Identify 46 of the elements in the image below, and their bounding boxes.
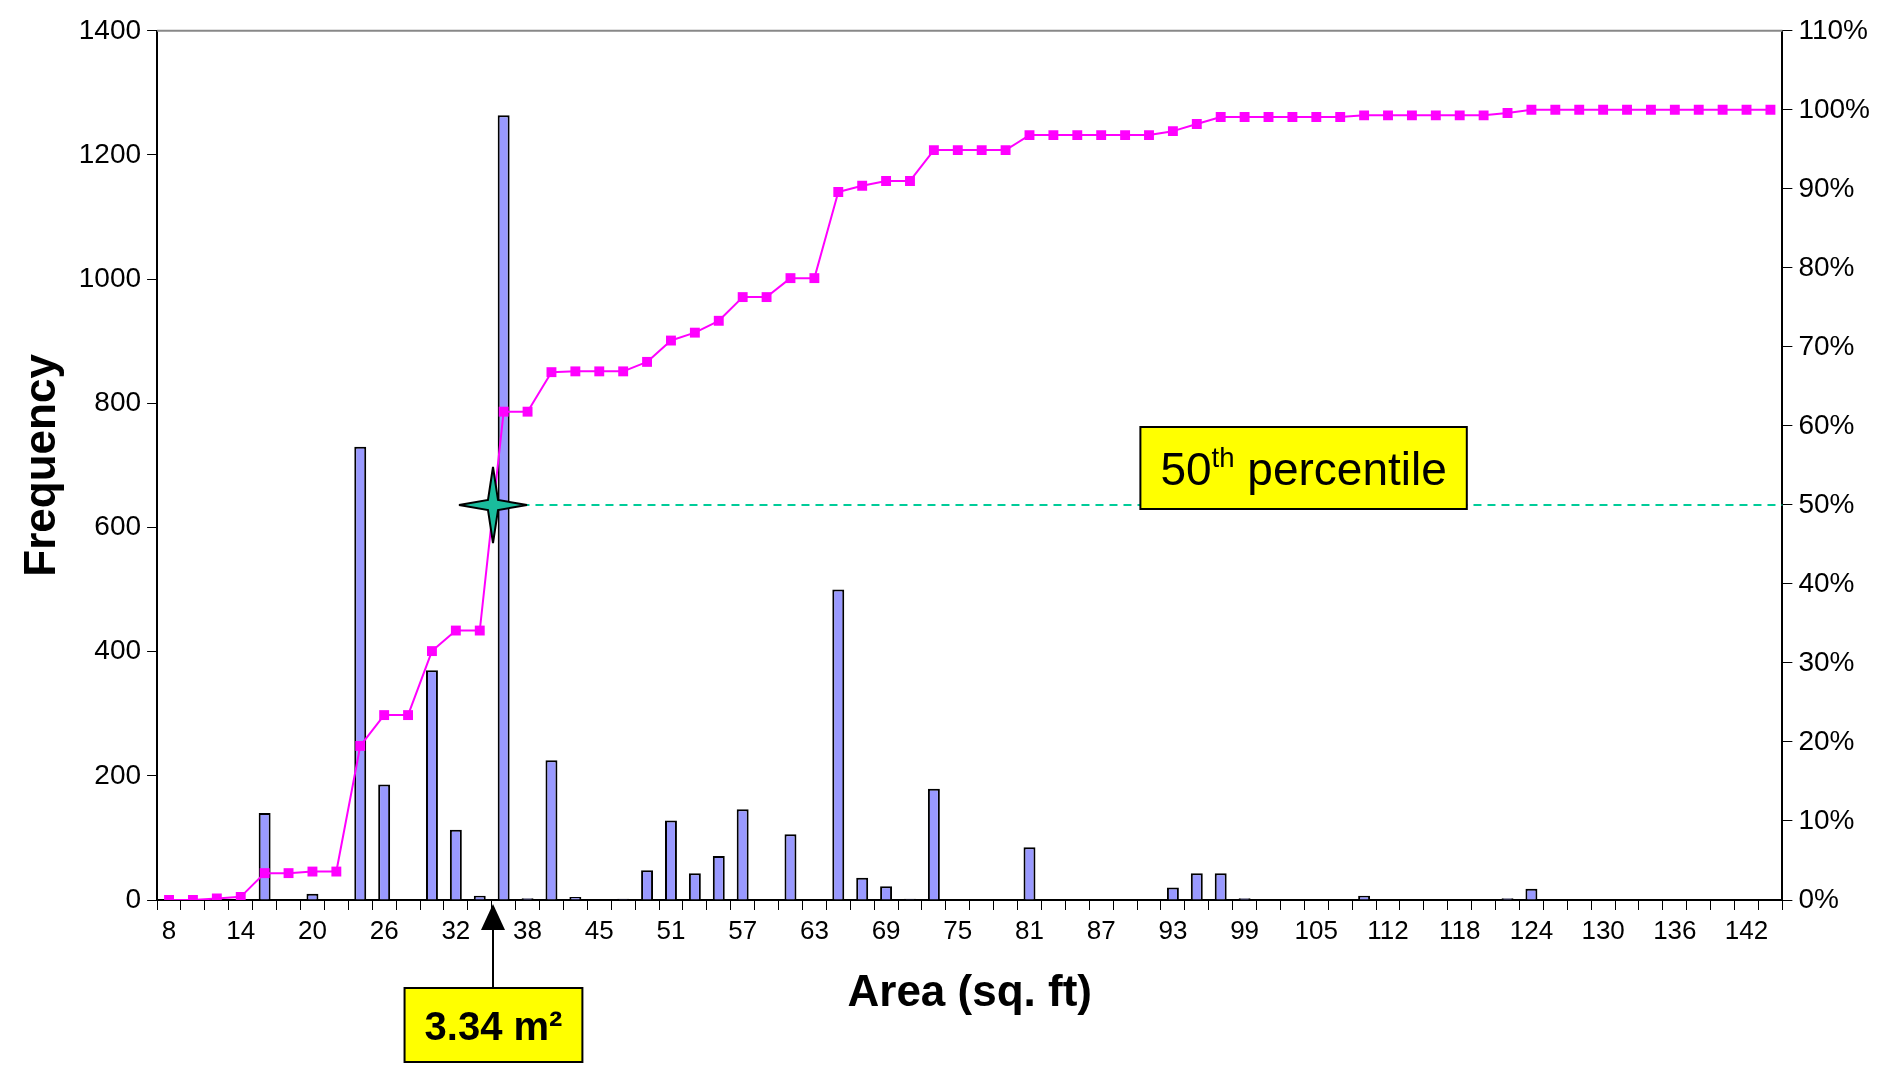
x-tick-label: 51: [656, 914, 686, 945]
y2-tick-label: 0%: [1798, 882, 1839, 914]
x-tick-label: 69: [871, 914, 901, 945]
x-tick-label: 63: [799, 914, 829, 945]
x-tick-label: 112: [1367, 914, 1409, 945]
x-tick-label: 32: [441, 914, 471, 945]
x-axis-title: Area (sq. ft): [847, 965, 1092, 1015]
y2-tick-label: 90%: [1798, 171, 1855, 203]
y2-tick-label: 100%: [1798, 92, 1871, 124]
text: 3.34 m²: [424, 1004, 563, 1048]
x-tick-label: 38: [513, 914, 543, 945]
x-tick-label: 81: [1015, 914, 1044, 945]
y-tick-label: 1000: [78, 261, 142, 293]
y2-tick-label: 50%: [1798, 487, 1855, 519]
y-tick-label: 600: [94, 510, 142, 542]
y-tick-label: 400: [94, 634, 142, 666]
x-tick-label: 45: [584, 914, 614, 945]
x-tick-label: 26: [369, 914, 399, 945]
y-axis-title: Frequency: [14, 353, 64, 577]
x-tick-label: 87: [1086, 914, 1116, 945]
x-tick-label: 20: [297, 914, 327, 945]
y2-tick-label: 110%: [1798, 13, 1868, 45]
y2-tick-label: 30%: [1798, 645, 1855, 677]
y2-tick-label: 70%: [1798, 329, 1855, 361]
x-tick-label: 124: [1509, 914, 1554, 945]
x-tick-label: 99: [1230, 914, 1260, 945]
y-tick-label: 200: [94, 758, 142, 790]
x-tick-label: 136: [1653, 914, 1697, 945]
y-tick-label: 0: [125, 882, 142, 914]
x-tick-label: 93: [1158, 914, 1188, 945]
y-tick-label: 800: [94, 386, 142, 418]
x-tick-label: 130: [1581, 914, 1625, 945]
y2-tick-label: 60%: [1798, 408, 1855, 440]
y2-tick-label: 10%: [1798, 803, 1855, 835]
x-tick-label: 142: [1724, 914, 1769, 945]
y-tick-label: 1400: [78, 13, 142, 45]
x-tick-label: 57: [728, 914, 758, 945]
y2-tick-label: 80%: [1798, 250, 1855, 282]
y2-tick-label: 20%: [1798, 724, 1855, 756]
x-tick-label: 75: [943, 914, 973, 945]
y-tick-label: 1200: [78, 137, 142, 169]
x-tick-label: 105: [1294, 914, 1338, 945]
x-tick-label: 118: [1438, 914, 1481, 945]
x-tick-label: 8: [161, 914, 177, 945]
x-tick-label: 14: [226, 914, 256, 945]
y2-tick-label: 40%: [1798, 566, 1855, 598]
